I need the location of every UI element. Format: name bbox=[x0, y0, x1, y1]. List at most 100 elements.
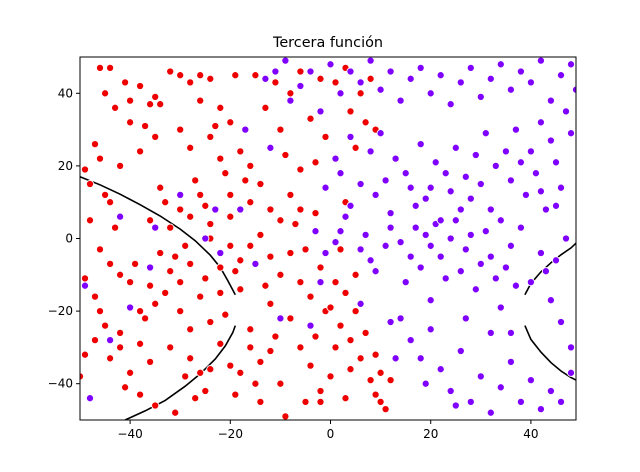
class_a-point-2 bbox=[85, 179, 95, 189]
class_b-point-92 bbox=[561, 107, 571, 116]
x-tick-label: −40 bbox=[117, 427, 142, 441]
class_a-point-119 bbox=[356, 354, 365, 363]
class_a-point-116 bbox=[341, 394, 350, 403]
class_a-point-102 bbox=[256, 357, 265, 366]
class_a-point-108 bbox=[301, 397, 310, 406]
class_b-point-32 bbox=[441, 274, 450, 283]
class_b-point-94 bbox=[571, 85, 576, 94]
class_a-point-110 bbox=[311, 332, 320, 341]
class_b-point-137 bbox=[496, 383, 505, 392]
class_a-point-13 bbox=[151, 92, 160, 101]
class_a-point-35 bbox=[216, 154, 225, 163]
class_b-point-126 bbox=[566, 60, 576, 69]
x-tick-label: 40 bbox=[523, 427, 538, 441]
class_b-point-98 bbox=[286, 96, 295, 105]
class_b-point-57 bbox=[381, 176, 390, 185]
class_b-point-157 bbox=[376, 129, 385, 138]
class_a-point-172 bbox=[296, 205, 305, 214]
class_b-point-131 bbox=[436, 365, 445, 374]
class_b-point-97 bbox=[281, 57, 290, 65]
class_b-point-140 bbox=[526, 376, 535, 385]
class_b-point-43 bbox=[496, 303, 505, 312]
class_a-point-51 bbox=[276, 216, 285, 225]
class_a-point-183 bbox=[191, 394, 200, 403]
class_b-point-106 bbox=[366, 57, 375, 65]
class_b-point-41 bbox=[486, 252, 495, 261]
class_b-point-163 bbox=[276, 314, 285, 323]
class_b-point-109 bbox=[396, 96, 405, 105]
class_b-point-46 bbox=[511, 281, 520, 290]
class_b-point-71 bbox=[456, 205, 465, 214]
class_a-point-70 bbox=[151, 299, 160, 308]
class_b-point-119 bbox=[496, 60, 505, 69]
class_a-point-81 bbox=[221, 310, 230, 319]
class_b-point-16 bbox=[346, 201, 355, 210]
y-tick-label: −20 bbox=[48, 304, 73, 318]
class_a-point-55 bbox=[236, 256, 245, 265]
class_b-point-49 bbox=[536, 248, 545, 258]
decision-boundary-curve-3 bbox=[524, 242, 576, 296]
class_a-point-134 bbox=[331, 278, 340, 287]
class_b-point-139 bbox=[516, 397, 525, 406]
class_a-point-79 bbox=[216, 263, 225, 272]
class_b-point-134 bbox=[466, 397, 475, 406]
class_b-point-150 bbox=[421, 379, 430, 388]
class_a-point-149 bbox=[271, 78, 280, 87]
class_a-point-31 bbox=[151, 132, 160, 141]
class_b-point-158 bbox=[346, 132, 355, 141]
class_a-point-165 bbox=[85, 216, 95, 225]
class_a-point-94 bbox=[186, 354, 195, 363]
class_a-point-78 bbox=[206, 317, 215, 327]
class_a-point-137 bbox=[291, 219, 300, 229]
class_b-point-170 bbox=[536, 187, 545, 196]
class_a-point-146 bbox=[286, 89, 295, 98]
class_b-point-120 bbox=[506, 85, 515, 94]
class_b-point-142 bbox=[546, 386, 555, 396]
class_a-point-136 bbox=[341, 288, 350, 297]
class_b-point-169 bbox=[551, 201, 561, 210]
class_b-point-75 bbox=[476, 179, 485, 189]
class_a-point-160 bbox=[246, 161, 255, 170]
class_b-point-161 bbox=[311, 227, 320, 236]
class_a-point-39 bbox=[161, 198, 170, 207]
class_b-point-3 bbox=[106, 336, 115, 345]
class_b-point-15 bbox=[341, 212, 350, 221]
class_a-point-62 bbox=[90, 292, 100, 301]
class_a-point-36 bbox=[221, 169, 230, 178]
class_a-point-73 bbox=[176, 278, 185, 287]
class_a-point-175 bbox=[316, 397, 325, 406]
class_a-point-3 bbox=[90, 140, 100, 149]
class_b-point-143 bbox=[556, 397, 566, 406]
y-tick-label: 40 bbox=[58, 86, 73, 100]
class_b-point-102 bbox=[326, 60, 335, 69]
class_b-point-159 bbox=[331, 154, 340, 163]
y-tick-label: −40 bbox=[48, 377, 73, 391]
class_a-point-41 bbox=[176, 205, 185, 214]
class_b-point-122 bbox=[526, 78, 535, 87]
class_a-point-120 bbox=[361, 328, 370, 337]
x-tick-label: −20 bbox=[218, 427, 243, 441]
class_a-point-69 bbox=[146, 281, 155, 290]
class_a-point-24 bbox=[231, 71, 240, 80]
class_a-point-86 bbox=[126, 368, 135, 377]
class_a-point-99 bbox=[226, 361, 235, 370]
class_b-point-23 bbox=[396, 238, 405, 247]
class_a-point-1 bbox=[80, 165, 90, 174]
class_a-point-163 bbox=[146, 216, 155, 225]
class_b-point-22 bbox=[386, 223, 395, 232]
class_a-point-104 bbox=[271, 332, 280, 341]
class_a-point-91 bbox=[166, 343, 175, 352]
class_b-point-34 bbox=[451, 216, 460, 225]
class_a-point-189 bbox=[321, 132, 330, 141]
class_a-point-26 bbox=[101, 190, 110, 199]
class_b-point-14 bbox=[336, 227, 345, 236]
class_b-point-147 bbox=[426, 296, 435, 305]
class_a-point-42 bbox=[186, 212, 195, 221]
class_a-point-139 bbox=[311, 209, 320, 218]
class_a-point-33 bbox=[186, 143, 195, 152]
class_a-point-154 bbox=[356, 89, 365, 98]
class_b-point-33 bbox=[446, 234, 455, 243]
class_a-point-90 bbox=[151, 401, 160, 410]
class_b-point-117 bbox=[476, 92, 485, 101]
